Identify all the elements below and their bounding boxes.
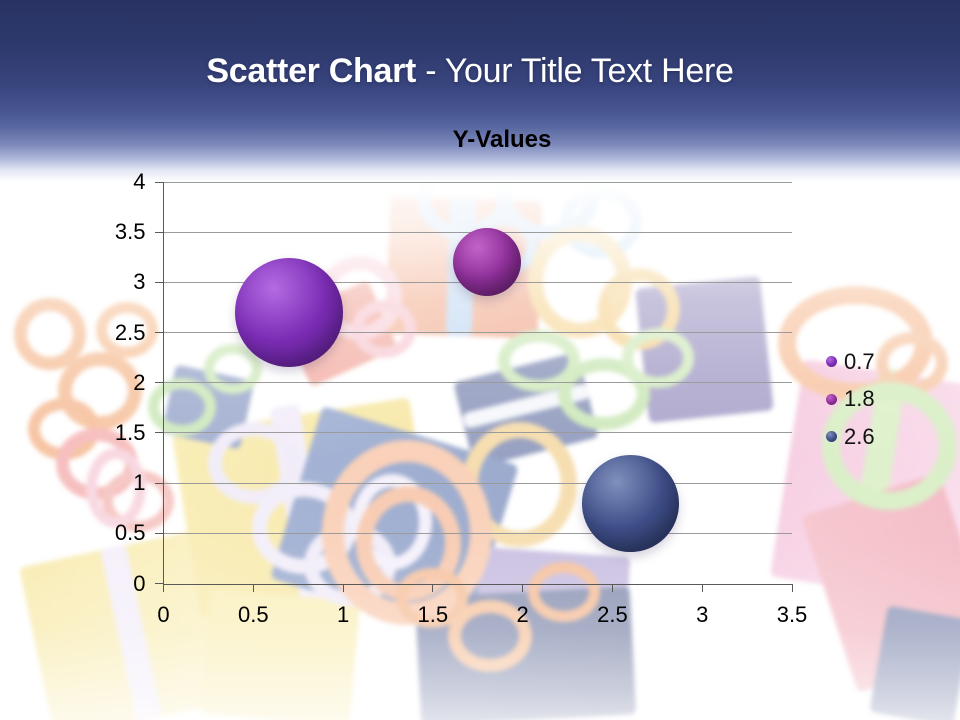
chart-title[interactable]: Y-Values: [452, 126, 552, 153]
x-tick-label: 0.5: [237, 601, 269, 627]
y-tick-label: 4: [133, 169, 146, 194]
gridline: [163, 432, 792, 434]
y-tick-label: 0: [133, 570, 146, 596]
x-tick-label: 2: [516, 601, 529, 627]
y-axis-line: [162, 182, 164, 585]
x-tick-label: 3: [696, 601, 709, 627]
bubble-2.6[interactable]: [582, 454, 679, 552]
slide-title[interactable]: Scatter Chart - Your Title Text Here: [0, 52, 940, 91]
x-tick-label: 2.5: [597, 601, 628, 627]
x-tick-label: 1.5: [417, 601, 449, 627]
y-tick-label: 2: [133, 369, 146, 395]
legend-label: 2.6: [844, 423, 875, 449]
legend-marker-icon: [826, 431, 837, 443]
y-tick-label: 3: [133, 269, 146, 295]
gridline: [163, 382, 792, 384]
bubble-1.8[interactable]: [452, 228, 521, 297]
y-tick-label: 1: [133, 470, 146, 496]
legend-item[interactable]: 1.8: [826, 381, 875, 419]
x-tick-label: 3.5: [776, 601, 808, 627]
slide-title-placeholder: - Your Title Text Here: [416, 52, 734, 90]
gridline: [163, 532, 792, 534]
y-tick-label: 2.5: [114, 319, 146, 345]
legend-label: 0.7: [844, 348, 875, 374]
legend-marker-icon: [826, 356, 837, 368]
legend-item[interactable]: 0.7: [826, 343, 875, 381]
gridline: [163, 181, 792, 183]
x-axis-line: [162, 583, 793, 585]
legend-marker-icon: [826, 393, 837, 405]
x-tick-label: 1: [336, 601, 350, 627]
slide-title-topic: Scatter Chart: [206, 52, 417, 90]
legend-item[interactable]: 2.6: [826, 418, 875, 456]
y-tick-label: 1.5: [114, 419, 146, 445]
x-tick-label: 0: [157, 601, 170, 627]
y-tick-label: 0.5: [114, 520, 146, 546]
legend-label: 1.8: [844, 386, 875, 412]
y-tick-label: 3.5: [114, 219, 146, 245]
gridline: [163, 482, 792, 484]
bubble-0.7[interactable]: [235, 258, 344, 367]
legend: 0.7 1.8 2.6: [826, 343, 875, 456]
